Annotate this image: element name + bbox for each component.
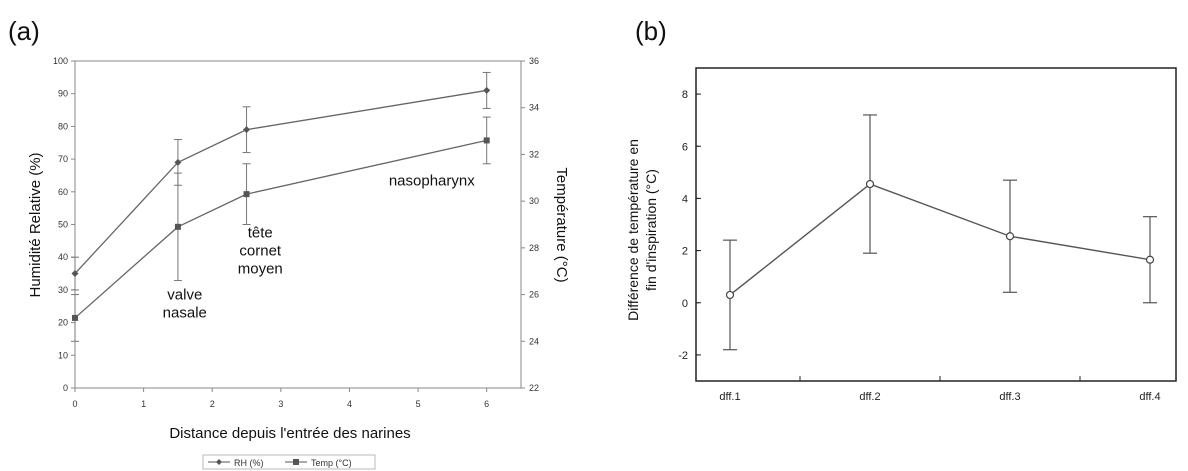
legend-box (202, 454, 376, 470)
data-point-temp (243, 191, 250, 198)
data-point-rh (174, 158, 182, 166)
series-line (729, 183, 1151, 296)
x-tick-label: 3 (278, 399, 283, 409)
y-tick-label: 8 (682, 89, 688, 101)
legend-rh-marker (216, 459, 222, 465)
y-tick-label: 50 (58, 220, 68, 230)
y-tick-label: 90 (58, 89, 68, 99)
y-tick-label: 30 (58, 285, 68, 295)
y2-tick-label: 26 (529, 290, 539, 300)
panel-b-x-ticks: dff.1 dff.2 dff.3 dff.4 (719, 376, 1161, 403)
x-tick-label: dff.1 (719, 391, 740, 403)
data-point (1145, 255, 1155, 264)
data-point (865, 179, 875, 189)
data-point-rh (71, 270, 79, 278)
panel-b-y-axis-label-line-1: Différence de température en (625, 139, 641, 321)
panel-b-plot-frame (695, 67, 1177, 382)
panel-a-y2-ticks: 22 24 26 28 30 32 34 36 (521, 56, 539, 393)
y-tick-label: 0 (63, 383, 68, 393)
y2-tick-label: 36 (529, 56, 539, 66)
panel-b-y-ticks: -2 0 2 4 6 8 (678, 89, 701, 362)
y2-tick-label: 22 (529, 383, 539, 393)
y2-tick-label: 32 (529, 149, 539, 159)
y-tick-label: 10 (58, 350, 68, 360)
panel-a-x-ticks: 0 1 2 3 4 5 6 (72, 388, 489, 409)
data-point-rh (483, 86, 491, 94)
y-tick-label: 6 (682, 141, 688, 153)
annotation-text: moyen (238, 261, 283, 278)
panel-a-plot-frame (74, 60, 522, 389)
series-0-line (74, 89, 487, 274)
x-tick-label: 0 (72, 399, 77, 409)
panel-a-y-axis-label: Humidité Relative (%) (27, 152, 44, 297)
panel-a-legend: RH (%) Temp (°C) (202, 454, 376, 470)
y2-tick-label: 30 (529, 196, 539, 206)
y2-tick-label: 34 (529, 103, 539, 113)
y-tick-label: -2 (678, 350, 688, 362)
panel-a-y-ticks: 0 10 20 30 40 50 60 70 80 90 100 (53, 56, 75, 393)
panel-a-label: (a) (8, 16, 40, 46)
x-tick-label: 1 (141, 399, 146, 409)
annotation-text: valve (167, 287, 202, 304)
y2-tick-label: 28 (529, 243, 539, 253)
panel-b-y-axis-label-line-2: fin d'inspiration (°C) (643, 169, 659, 291)
legend-rh-label: RH (%) (234, 458, 264, 468)
y-tick-label: 100 (53, 56, 68, 66)
y-tick-label: 60 (58, 187, 68, 197)
data-point (1005, 232, 1015, 241)
panel-b-chart: (b) dff.1 dff.2 dff.3 dff.4 -2 0 2 4 6 8 Différe… (625, 16, 1177, 403)
y-tick-label: 2 (682, 246, 688, 258)
annotation-text: cornet (239, 243, 282, 260)
y-tick-label: 70 (58, 154, 68, 164)
x-tick-label: 5 (416, 399, 421, 409)
panel-b-label: (b) (635, 16, 667, 46)
x-tick-label: dff.4 (1139, 391, 1160, 403)
panel-a-series (71, 71, 491, 342)
x-tick-label: dff.3 (999, 391, 1020, 403)
x-tick-label: dff.2 (859, 391, 880, 403)
data-point-temp (174, 223, 181, 230)
annotation-text: nasale (163, 305, 207, 322)
x-tick-label: 2 (210, 399, 215, 409)
panel-b-series (723, 114, 1157, 351)
x-tick-label: 4 (347, 399, 352, 409)
data-point-temp (72, 314, 78, 321)
panel-a-y2-axis-label: Température (°C) (553, 167, 570, 282)
y-tick-label: 4 (682, 193, 688, 205)
data-point-temp (483, 137, 490, 144)
annotation-text: nasopharynx (389, 172, 475, 189)
legend-temp-marker (293, 459, 299, 465)
data-point (725, 290, 735, 300)
data-point-rh (243, 126, 251, 134)
series-1-line (74, 139, 487, 319)
y-tick-label: 40 (58, 252, 68, 262)
y-tick-label: 20 (58, 318, 68, 328)
y-tick-label: 0 (682, 298, 688, 310)
y2-tick-label: 24 (529, 336, 539, 346)
legend-temp-label: Temp (°C) (311, 458, 352, 468)
annotation-text: tête (248, 225, 273, 242)
y-tick-label: 80 (58, 121, 68, 131)
x-tick-label: 6 (484, 399, 489, 409)
panel-a-x-axis-label: Distance depuis l'entrée des narines (169, 425, 410, 442)
